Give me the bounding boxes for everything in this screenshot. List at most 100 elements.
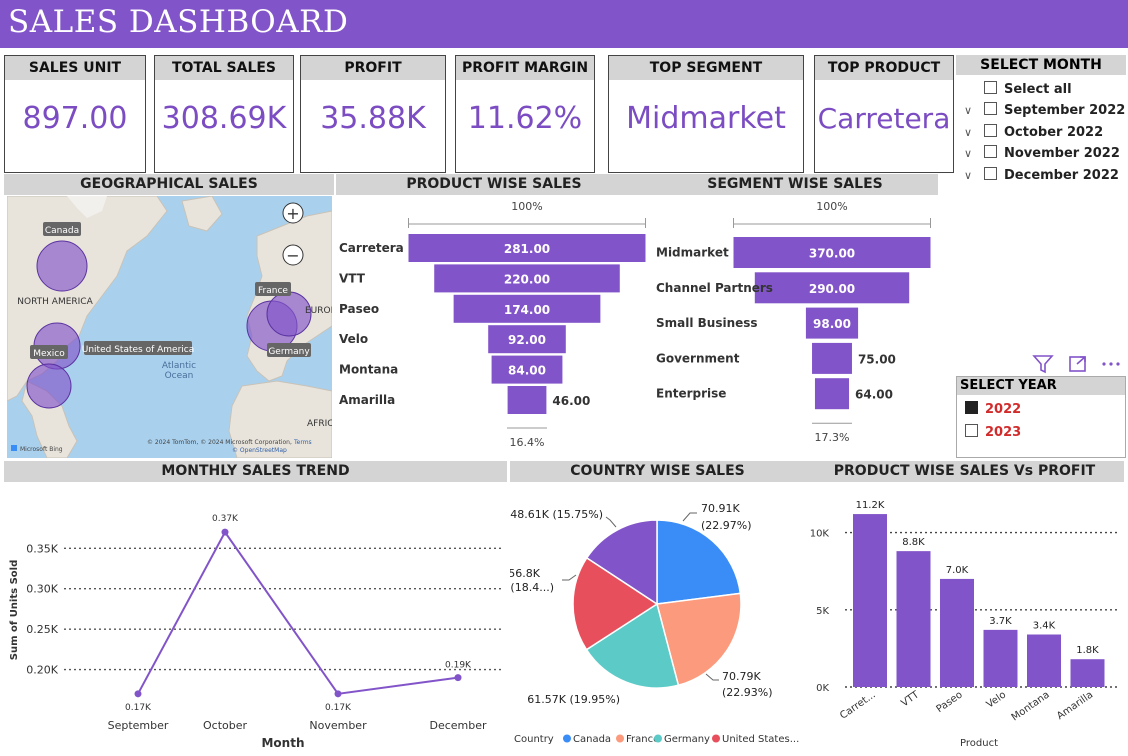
pie-slice[interactable]	[572, 556, 659, 651]
country-pie-chart: 70.91K (22.97%) 70.79K (22.93%) 61.57K (19.9…	[510, 502, 799, 745]
label-bg-canada	[43, 222, 81, 236]
monthly-trend-title: MONTHLY SALES TREND	[4, 461, 507, 482]
month-option-october[interactable]: October 2022	[984, 124, 1103, 140]
checkbox[interactable]	[984, 102, 997, 115]
map-attribution-terms[interactable]: Terms	[293, 439, 312, 446]
data-label: 8.8K	[902, 537, 925, 548]
kpi-label: TOP PRODUCT	[815, 56, 953, 80]
chevron-down-icon[interactable]: ∨	[964, 169, 973, 182]
bubble-mexico[interactable]	[26, 363, 72, 409]
segment-sales-title: SEGMENT WISE SALES	[652, 174, 938, 195]
legend-marker[interactable]	[712, 734, 720, 743]
data-point[interactable]	[134, 690, 142, 698]
product-profit-title: PRODUCT WISE SALES Vs PROFIT	[805, 461, 1124, 482]
funnel-bar[interactable]	[805, 307, 859, 339]
funnel-value-label: 220.00	[504, 272, 550, 286]
pie-label: 56.8K	[510, 567, 541, 580]
bar[interactable]	[853, 514, 887, 687]
legend-entry[interactable]: United States...	[722, 734, 799, 745]
zoom-in-button[interactable]	[282, 202, 304, 224]
funnel-value-label: 281.00	[504, 242, 550, 256]
year-slicer-title: SELECT YEAR	[957, 377, 1125, 395]
funnel-bar[interactable]	[814, 378, 850, 410]
pie-slice[interactable]	[585, 602, 680, 689]
zoom-out-button[interactable]	[282, 244, 304, 266]
kpi-value: 308.69K	[161, 101, 287, 136]
funnel-value-label: 75.00	[858, 352, 896, 366]
map-label-atlantic: Atlantic	[162, 361, 196, 371]
data-label: 11.2K	[856, 500, 885, 511]
checkbox[interactable]	[984, 145, 997, 158]
map-label-germany: Germany	[268, 347, 310, 357]
focus-mode-icon[interactable]	[1069, 356, 1086, 372]
legend-marker[interactable]	[616, 734, 624, 743]
month-option-december[interactable]: December 2022	[984, 167, 1119, 183]
y-tick-label: 0.25K	[26, 623, 58, 636]
data-point[interactable]	[334, 690, 342, 698]
data-point[interactable]	[221, 528, 229, 536]
funnel-bar[interactable]	[434, 264, 620, 293]
checkbox[interactable]	[984, 124, 997, 137]
y-axis-label: Sum of Units Sold	[9, 560, 20, 660]
pie-slice[interactable]	[656, 519, 742, 605]
pie-slice[interactable]	[585, 519, 658, 606]
data-label: 3.4K	[1033, 621, 1056, 632]
funnel-bar[interactable]	[488, 325, 566, 354]
data-label: 0.37K	[212, 514, 239, 524]
bar[interactable]	[940, 578, 974, 687]
bar[interactable]	[1027, 634, 1061, 687]
kpi-value: Midmarket	[626, 101, 786, 136]
legend-entry[interactable]: Canada	[573, 734, 611, 745]
segment-funnel-chart: 100% Midmarket 370.00 Channel Partners 290.0…	[656, 200, 931, 444]
pie-slice[interactable]	[656, 592, 742, 687]
chevron-down-icon[interactable]: ∨	[964, 147, 973, 160]
funnel-bar[interactable]	[754, 272, 910, 304]
bar-chart-group: 0K 5K 10K 11.2K Carret... 8.8K VTT 7.0K Paseo 3.7…	[810, 500, 1120, 749]
funnel-bar[interactable]	[491, 355, 563, 384]
bubble-canada[interactable]	[36, 240, 88, 292]
legend-entry[interactable]: Germany	[664, 734, 710, 745]
checkbox-checked[interactable]	[965, 401, 978, 414]
month-slicer-title: SELECT MONTH	[956, 55, 1126, 75]
segment-funnel-group: 100% Midmarket 370.00 Channel Partners 290.0…	[656, 200, 931, 444]
pie-label: (22.97%)	[701, 519, 752, 532]
y-tick-label: 0.20K	[26, 664, 58, 677]
country-sales-title: COUNTRY WISE SALES	[510, 461, 805, 482]
funnel-bar[interactable]	[812, 342, 852, 374]
zoom-out-icon[interactable]: −	[286, 246, 299, 265]
product-funnel-chart: 100% Carretera 281.00 VTT 220.00 Paseo 174.00 V…	[339, 200, 646, 449]
checkbox[interactable]	[965, 424, 978, 437]
legend-marker[interactable]	[563, 734, 571, 743]
pie-label: 61.57K (19.95%)	[527, 693, 620, 706]
filter-icon[interactable]	[1032, 355, 1054, 374]
zoom-in-icon[interactable]: +	[286, 204, 299, 223]
map-attribution-osm[interactable]: © OpenStreetMap	[232, 447, 287, 454]
line-chart-group: 0.20K 0.25K 0.30K 0.35K 0.17K September 0.37K O…	[9, 514, 504, 750]
month-option-select-all[interactable]: Select all	[984, 81, 1072, 97]
y-tick-label: 0.30K	[26, 583, 58, 596]
chevron-down-icon[interactable]: ∨	[964, 104, 973, 117]
checkbox[interactable]	[984, 167, 997, 180]
funnel-bar[interactable]	[453, 294, 601, 323]
more-options-icon[interactable]	[1102, 362, 1106, 366]
month-option-november[interactable]: November 2022	[984, 145, 1120, 161]
bar[interactable]	[896, 551, 931, 687]
funnel-bar[interactable]	[408, 234, 646, 262]
year-option-2022[interactable]: 2022	[965, 401, 1021, 417]
legend-marker[interactable]	[654, 734, 662, 743]
year-option-2023[interactable]: 2023	[965, 424, 1021, 440]
leader-line	[705, 673, 719, 681]
option-label: Select all	[1004, 82, 1072, 97]
geo-map[interactable]: Canada NORTH AMERICA France EUROP Mexico…	[7, 196, 332, 458]
checkbox[interactable]	[984, 81, 997, 94]
visual-toolbar	[1032, 355, 1120, 374]
legend-entry[interactable]: France	[626, 734, 659, 745]
month-option-september[interactable]: September 2022	[984, 102, 1125, 118]
funnel-bar[interactable]	[507, 386, 547, 414]
bar[interactable]	[1070, 659, 1105, 687]
funnel-bar[interactable]	[733, 237, 931, 268]
bar[interactable]	[983, 629, 1018, 687]
chevron-down-icon[interactable]: ∨	[964, 126, 973, 139]
kpi-label: TOP SEGMENT	[609, 56, 803, 80]
data-point[interactable]	[454, 674, 462, 682]
